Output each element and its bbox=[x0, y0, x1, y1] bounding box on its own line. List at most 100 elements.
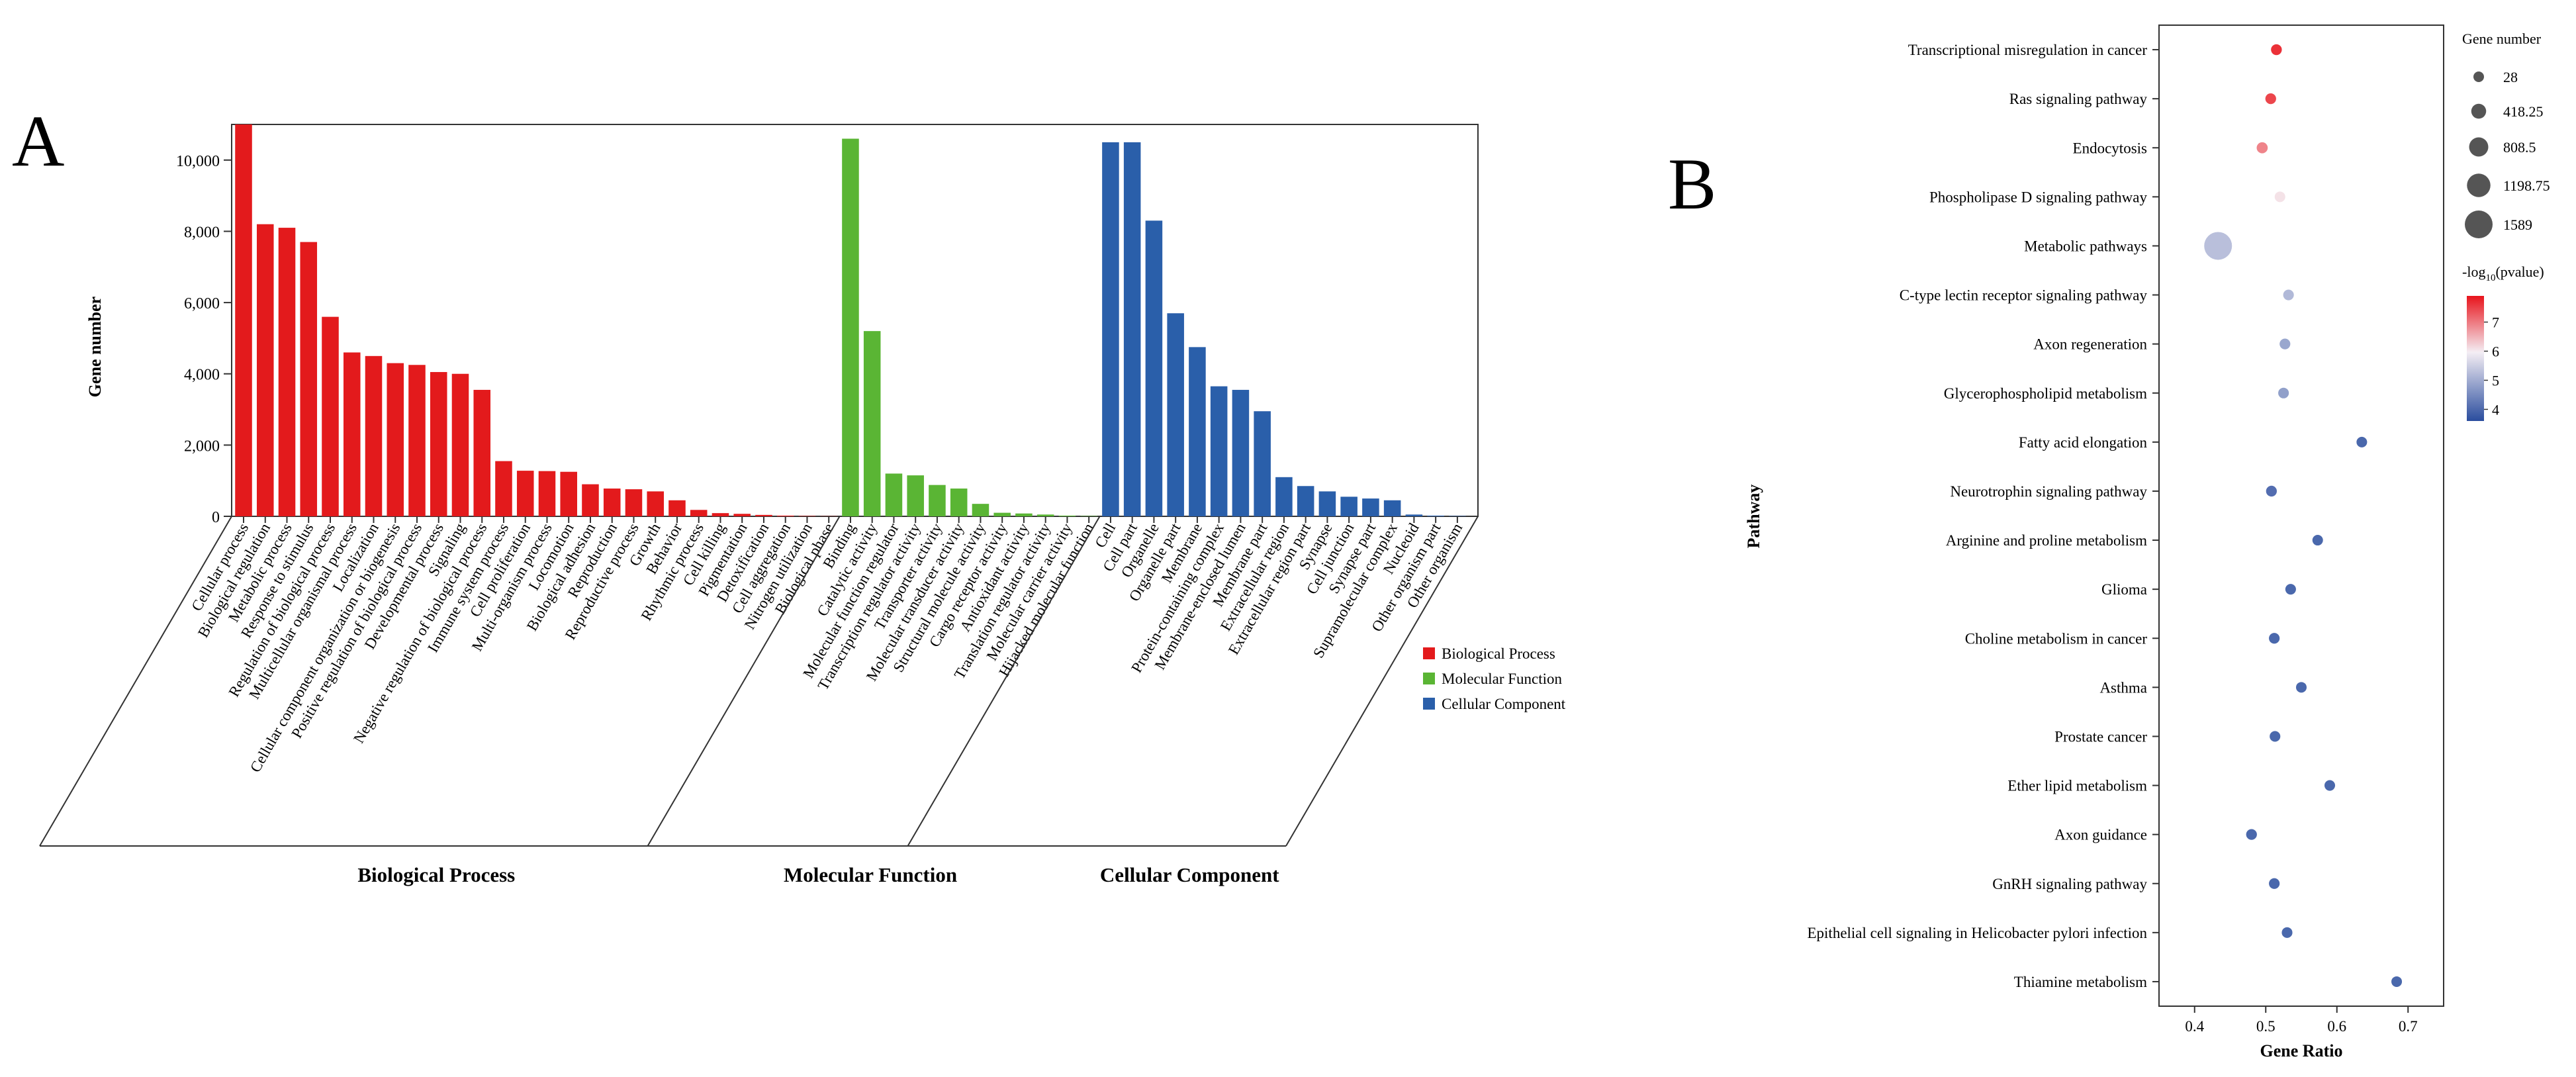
bar-catalytic-activity bbox=[863, 331, 881, 516]
legend-label-cellular-component: Cellular Component bbox=[1442, 696, 1566, 712]
x-tick-label: 0.5 bbox=[2256, 1018, 2276, 1035]
bar-biological-adhesion bbox=[582, 484, 599, 516]
point-transcriptional-misregulation-in-cancer bbox=[2271, 44, 2282, 56]
group-label-biological-process: Biological Process bbox=[357, 863, 515, 886]
y-tick-label-epithelial-cell-signaling-in-helicobacter-pylori-infection: Epithelial cell signaling in Helicobacte… bbox=[1807, 925, 2147, 941]
y-tick-label-transcriptional-misregulation-in-cancer: Transcriptional misregulation in cancer bbox=[1908, 42, 2148, 58]
panel-label-b: B bbox=[1668, 144, 1716, 224]
y-tick-label: 0 bbox=[212, 509, 220, 526]
bar-cellular-process bbox=[235, 124, 252, 516]
y-tick-label: 10,000 bbox=[176, 153, 220, 170]
y-axis-label: Gene number bbox=[85, 297, 105, 397]
y-tick-label-glycerophospholipid-metabolism: Glycerophospholipid metabolism bbox=[1944, 385, 2147, 402]
bar-synapse-part bbox=[1362, 498, 1379, 516]
y-tick-label: 6,000 bbox=[184, 295, 220, 312]
point-gnrh-signaling-pathway bbox=[2269, 878, 2280, 889]
point-arginine-and-proline-metabolism bbox=[2312, 535, 2323, 546]
bar-organelle-part bbox=[1167, 313, 1184, 516]
y-tick-label-choline-metabolism-in-cancer: Choline metabolism in cancer bbox=[1965, 630, 2148, 647]
bar-cell-junction bbox=[1340, 496, 1357, 516]
bar-positive-regulation-of-biological-process bbox=[408, 365, 426, 516]
bar-cargo-receptor-activity bbox=[993, 512, 1011, 516]
point-ether-lipid-metabolism bbox=[2324, 780, 2336, 791]
point-phospholipase-d-signaling-pathway bbox=[2274, 191, 2285, 203]
bar-cell bbox=[1102, 142, 1119, 517]
point-ras-signaling-pathway bbox=[2265, 93, 2276, 105]
bar-translation-regulator-activity bbox=[1036, 514, 1054, 516]
y-tick-label-glioma: Glioma bbox=[2101, 581, 2147, 598]
bar-organelle bbox=[1145, 220, 1163, 516]
bar-membrane bbox=[1189, 347, 1206, 516]
color-legend-label: 7 bbox=[2492, 314, 2499, 331]
y-tick-label-metabolic-pathways: Metabolic pathways bbox=[2024, 238, 2147, 254]
x-tick-label: 0.7 bbox=[2399, 1018, 2418, 1035]
bar-localization bbox=[365, 355, 383, 516]
size-legend-label: 1198.75 bbox=[2503, 177, 2550, 194]
bar-detoxification bbox=[755, 514, 772, 516]
y-tick-label-prostate-cancer: Prostate cancer bbox=[2054, 728, 2147, 745]
bar-reproductive-process bbox=[625, 489, 643, 516]
x-tick-label: 0.6 bbox=[2327, 1018, 2346, 1035]
bar-multicellular-organismal-process bbox=[343, 352, 361, 516]
size-legend-circle bbox=[2465, 211, 2493, 238]
y-tick-label-asthma: Asthma bbox=[2099, 679, 2147, 696]
y-tick-label-fatty-acid-elongation: Fatty acid elongation bbox=[2019, 434, 2148, 451]
group-label-cellular-component: Cellular Component bbox=[1100, 863, 1279, 886]
legend-label-biological-process: Biological Process bbox=[1442, 645, 1555, 662]
color-legend-label: 6 bbox=[2492, 344, 2499, 360]
bar-synapse bbox=[1318, 491, 1336, 516]
y-tick-label-gnrh-signaling-pathway: GnRH signaling pathway bbox=[1992, 876, 2147, 892]
bar-transporter-activity bbox=[929, 485, 946, 516]
y-tick-label: 8,000 bbox=[184, 224, 220, 241]
bar-antioxidant-activity bbox=[1015, 513, 1033, 516]
go-bar-chart: 0 2,000 4,000 6,000 8,000 10,000 Gene number Ce… bbox=[39, 124, 1566, 886]
bar-extracellular-region-part bbox=[1297, 486, 1314, 516]
bar-locomotion bbox=[560, 471, 578, 516]
size-legend-label: 1589 bbox=[2503, 216, 2532, 233]
bar-metabolic-process bbox=[278, 228, 296, 516]
legend: Biological Process Molecular Function Cell… bbox=[1423, 645, 1566, 712]
size-legend-circle bbox=[2471, 103, 2487, 119]
y-axis-label: Pathway bbox=[1744, 485, 1763, 549]
legend-swatch-cellular-component bbox=[1423, 698, 1435, 710]
bar-nucleoid bbox=[1405, 514, 1423, 516]
point-c-type-lectin-receptor-signaling-pathway bbox=[2283, 289, 2294, 301]
y-tick-label: 2,000 bbox=[184, 438, 220, 455]
y-tick-label-phospholipase-d-signaling-pathway: Phospholipase D signaling pathway bbox=[1929, 189, 2147, 205]
size-legend-circle bbox=[2473, 71, 2484, 82]
group-bracket-separator bbox=[647, 516, 841, 847]
bar-structural-molecule-activity bbox=[972, 504, 989, 516]
legend-swatch-biological-process bbox=[1423, 647, 1435, 659]
group-bracket-left bbox=[39, 516, 232, 847]
bar-cell-killing bbox=[712, 513, 729, 516]
color-legend-label: 4 bbox=[2492, 401, 2499, 418]
bar-pigmentation bbox=[733, 514, 751, 516]
y-tick-label-axon-regeneration: Axon regeneration bbox=[2033, 336, 2147, 353]
size-legend: Gene number 28 418.25 808.5 1198.75 1589 bbox=[2462, 30, 2550, 238]
point-metabolic-pathways bbox=[2204, 232, 2232, 260]
plot-frame bbox=[2158, 24, 2444, 1007]
y-tick-label-c-type-lectin-receptor-signaling-pathway: C-type lectin receptor signaling pathway bbox=[1900, 287, 2148, 304]
point-endocytosis bbox=[2256, 142, 2268, 154]
size-legend-label: 28 bbox=[2503, 69, 2518, 85]
point-fatty-acid-elongation bbox=[2356, 436, 2368, 447]
bar-cellular-component-organization-or-biogenesis bbox=[387, 363, 404, 516]
kegg-bubble-chart: Transcriptional misregulation in cancer R… bbox=[1744, 24, 2550, 1060]
point-axon-regeneration bbox=[2279, 338, 2291, 350]
bar-multi-organism-process bbox=[538, 471, 556, 516]
legend-label-molecular-function: Molecular Function bbox=[1442, 671, 1563, 687]
point-glioma bbox=[2285, 584, 2296, 595]
bar-protein-containing-complex bbox=[1210, 386, 1228, 516]
bar-transcription-regulator-activity bbox=[907, 475, 924, 516]
bar-biological-regulation bbox=[256, 224, 274, 516]
group-bracket-separator bbox=[907, 516, 1101, 847]
y-tick-label-endocytosis: Endocytosis bbox=[2073, 140, 2147, 156]
y-tick-label-ras-signaling-pathway: Ras signaling pathway bbox=[2009, 91, 2148, 107]
bar-molecular-function-regulator bbox=[885, 473, 903, 516]
size-legend-title: Gene number bbox=[2462, 30, 2542, 47]
group-label-molecular-function: Molecular Function bbox=[784, 863, 957, 886]
size-legend-circle bbox=[2467, 173, 2491, 197]
size-legend-label: 418.25 bbox=[2503, 103, 2544, 120]
legend-swatch-molecular-function bbox=[1423, 673, 1435, 684]
bar-cell-proliferation bbox=[516, 471, 534, 516]
